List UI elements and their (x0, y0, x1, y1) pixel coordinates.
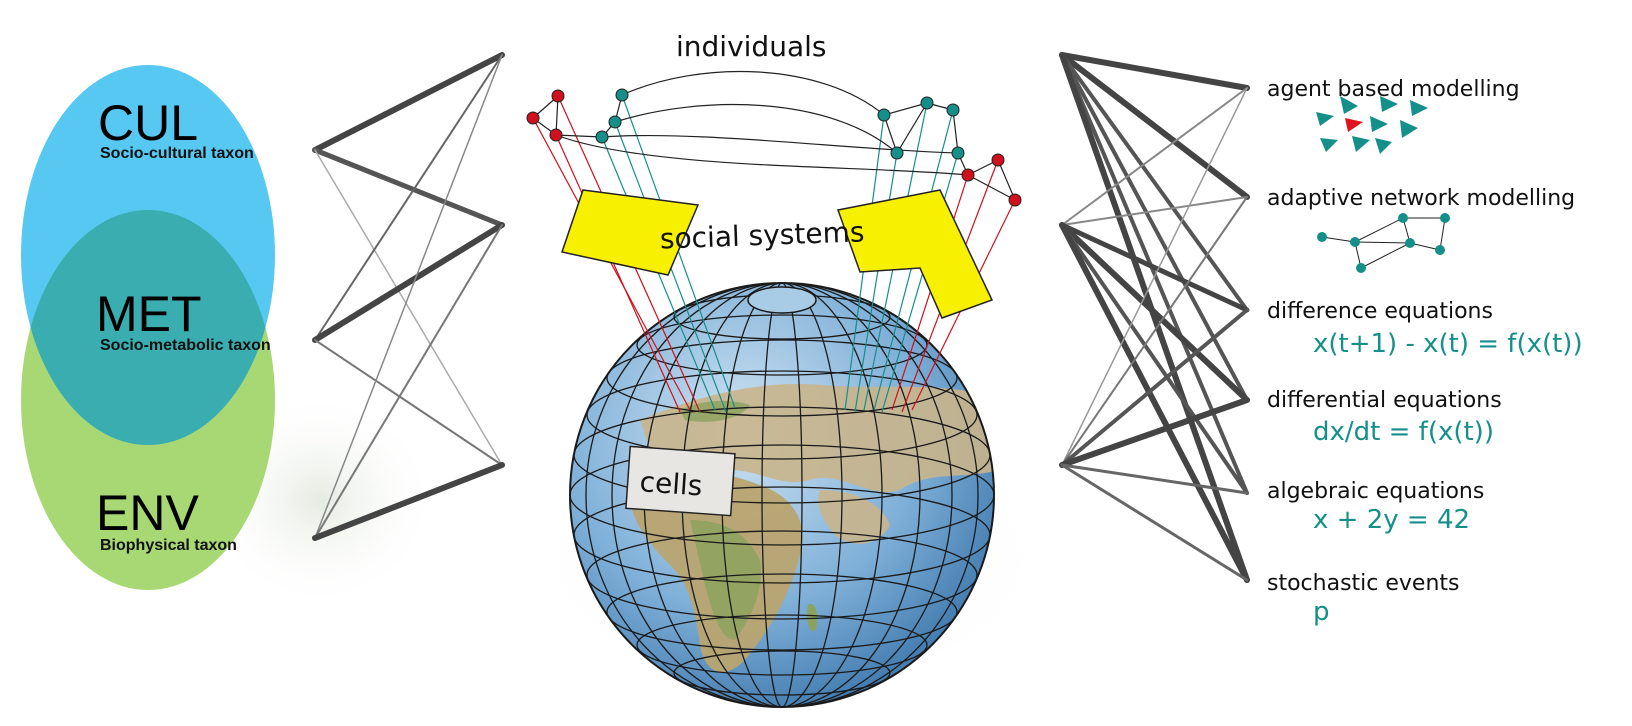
model-label-differential: differential equations (1267, 388, 1502, 413)
model-label-difference: difference equations (1267, 299, 1493, 324)
model-formula-differential: dx/dt = f(x(t)) (1313, 417, 1494, 447)
agent-arrows-icon (1316, 96, 1428, 154)
model-label-stochastic: stochastic events (1267, 571, 1459, 596)
taxon-label-cul: Socio-cultural taxon (100, 145, 254, 162)
model-formula-algebraic: x + 2y = 42 (1313, 505, 1470, 535)
taxon-code-env: ENV (96, 485, 199, 541)
taxon-label-met: Socio-metabolic taxon (100, 337, 271, 354)
left-links (312, 52, 505, 541)
right-links (1059, 52, 1250, 583)
globe-pole (747, 286, 817, 314)
globe-graticule (570, 283, 994, 707)
model-types: agent based modelling adaptive network m… (1267, 77, 1583, 627)
social-systems-label: social systems (659, 215, 865, 255)
individuals-label: individuals (676, 30, 826, 63)
taxon-code-met: MET (96, 286, 202, 342)
model-formula-difference: x(t+1) - x(t) = f(x(t)) (1313, 329, 1583, 359)
model-formula-stochastic: p (1313, 597, 1330, 627)
model-label-algebraic: algebraic equations (1267, 479, 1484, 504)
model-label-network: adaptive network modelling (1267, 186, 1575, 211)
cells-label-box: cells (625, 445, 736, 517)
taxon-label-env: Biophysical taxon (100, 537, 237, 554)
model-label-agent: agent based modelling (1267, 77, 1520, 102)
cells-label: cells (639, 465, 704, 502)
taxon-code-cul: CUL (98, 95, 198, 151)
individuals-network (526, 70, 1022, 207)
globe: cells (569, 282, 995, 708)
social-patch-right (837, 189, 994, 319)
met-overlap (21, 210, 275, 445)
taxa-venn: CUL Socio-cultural taxon MET Socio-metab… (21, 65, 275, 590)
network-graph-icon (1317, 213, 1450, 273)
social-patch-left (561, 189, 700, 276)
